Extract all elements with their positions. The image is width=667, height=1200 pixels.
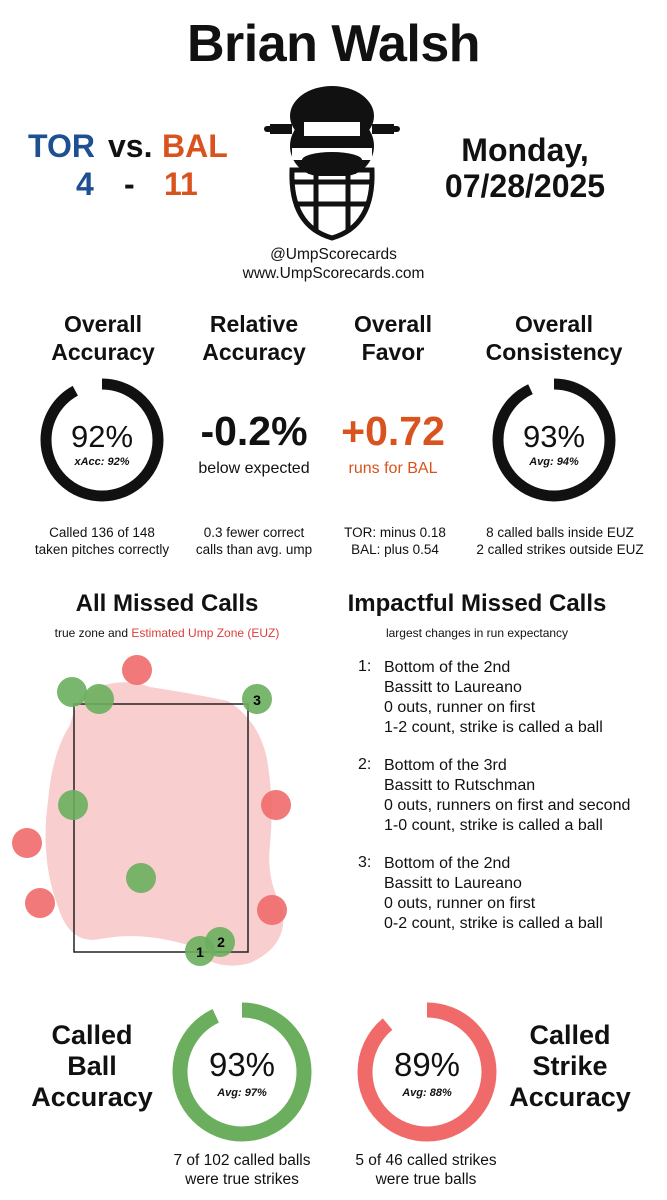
overall-consistency-title: Overall Consistency <box>485 311 623 365</box>
missed-calls-title: All Missed Calls <box>75 590 259 617</box>
missed-call-dot <box>242 684 272 714</box>
missed-call-dot <box>185 936 215 966</box>
missed-call-dot <box>84 684 114 714</box>
missed-call-dot <box>257 895 287 925</box>
impactful-num: 3: <box>358 854 372 871</box>
away-team: TOR <box>28 128 95 164</box>
relative-accuracy-note: 0.3 fewer correct calls than avg. ump <box>195 525 313 557</box>
overall-accuracy-ring <box>40 378 164 502</box>
away-score: 4 <box>76 166 94 202</box>
missed-call-dot <box>57 677 87 707</box>
missed-call-dot <box>12 828 42 858</box>
umpire-name: Brian Walsh <box>186 15 481 73</box>
website: www.UmpScorecards.com <box>242 265 425 282</box>
missed-call-dot <box>58 790 88 820</box>
called-ball-value: 93% <box>208 1046 276 1083</box>
consistency-avg: Avg: 94% <box>529 456 579 468</box>
called-strike-title: Called Strike Accuracy <box>509 1020 631 1112</box>
home-score: 11 <box>164 166 198 202</box>
overall-favor-sub: runs for BAL <box>348 460 438 477</box>
pitch-label: 2 <box>217 934 225 950</box>
overall-consistency-value: 93% <box>522 419 586 454</box>
euz-region <box>45 682 284 966</box>
impactful-num: 2: <box>358 756 372 773</box>
relative-accuracy-value: -0.2% <box>200 408 308 454</box>
missed-call-dot <box>122 655 152 685</box>
pitch-label: 3 <box>253 692 261 708</box>
called-strike-value: 89% <box>393 1046 461 1083</box>
twitter-handle: @UmpScorecards <box>270 246 397 263</box>
relative-accuracy-sub: below expected <box>198 460 310 477</box>
missed-call-dot <box>25 888 55 918</box>
impactful-title: Impactful Missed Calls <box>347 590 607 617</box>
impactful-num: 1: <box>358 658 372 675</box>
overall-consistency-ring <box>492 378 616 502</box>
umpire-mask-icon <box>264 86 400 241</box>
impactful-lines: Bottom of the 3rd Bassitt to Rutschman 0 o… <box>384 757 631 834</box>
overall-favor-title: Overall Favor <box>354 311 432 365</box>
vs-label: vs. <box>108 128 153 164</box>
pitch-label: 1 <box>196 944 204 960</box>
overall-accuracy-title: Overall Accuracy <box>51 311 155 365</box>
called-ball-title: Called Ball Accuracy <box>31 1020 153 1112</box>
home-team: BAL <box>162 128 228 164</box>
relative-accuracy-title: Relative Accuracy <box>202 311 306 365</box>
game-date: 07/28/2025 <box>444 168 606 204</box>
impactful-lines: Bottom of the 2nd Bassitt to Laureano 0 ou… <box>384 659 603 736</box>
score-dash: - <box>124 166 135 202</box>
xacc-label: xAcc: 92% <box>74 456 130 468</box>
overall-favor-note: TOR: minus 0.18 BAL: plus 0.54 <box>344 525 446 557</box>
missed-call-dot <box>261 790 291 820</box>
called-strike-note: 5 of 46 called strikes were true balls <box>355 1152 497 1188</box>
game-day: Monday, <box>461 132 589 168</box>
impactful-lines: Bottom of the 2nd Bassitt to Laureano 0 ou… <box>384 855 603 932</box>
called-ball-note: 7 of 102 called balls were true strikes <box>173 1152 311 1188</box>
called-strike-ring <box>357 1002 497 1142</box>
overall-accuracy-note: Called 136 of 148 taken pitches correctly <box>34 525 170 557</box>
missed-call-dot <box>126 863 156 893</box>
overall-accuracy-value: 92% <box>70 419 134 454</box>
called-strike-avg: Avg: 88% <box>402 1087 452 1099</box>
missed-calls-sub: true zone and Estimated Ump Zone (EUZ) <box>54 626 280 640</box>
impactful-sub: largest changes in run expectancy <box>385 626 569 640</box>
called-ball-ring <box>172 1002 312 1142</box>
called-ball-avg: Avg: 97% <box>217 1087 267 1099</box>
strike-zone-plot: 3 2 1 <box>12 655 291 966</box>
true-strike-zone <box>73 703 249 953</box>
overall-consistency-note: 8 called balls inside EUZ 2 called strike… <box>476 525 644 557</box>
overall-favor-value: +0.72 <box>341 408 445 454</box>
